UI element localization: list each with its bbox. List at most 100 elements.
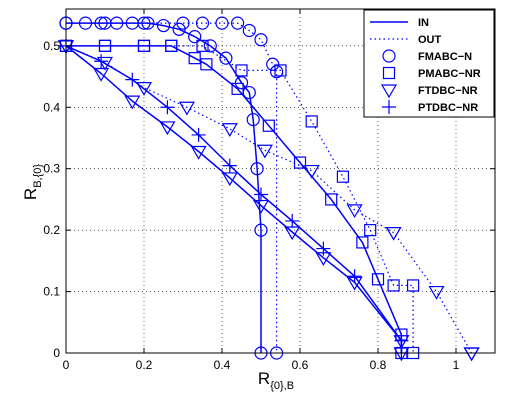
data-point-pmabc-nr-out bbox=[196, 39, 209, 52]
data-point-pmabc-nr-in bbox=[231, 82, 244, 95]
x-axis-label-subscript: {0},B bbox=[270, 380, 294, 392]
data-point-pmabc-nr-out bbox=[137, 39, 151, 52]
x-tick-label: 0 bbox=[63, 358, 70, 372]
data-point-pmabc-nr-out bbox=[364, 224, 377, 237]
legend-entry: IN bbox=[370, 17, 429, 29]
y-tick-label: 0 bbox=[53, 346, 60, 360]
data-point-fmabc-n-out bbox=[195, 16, 210, 30]
data-point-fmabc-n-in bbox=[188, 30, 202, 44]
y-axis-label-subscript: B,{0} bbox=[32, 164, 44, 188]
x-axis-label-main: R bbox=[258, 369, 270, 388]
y-tick-label: 0.4 bbox=[43, 100, 60, 114]
data-point-ftdbc-nr-in bbox=[221, 172, 238, 187]
data-point-ptdbc-nr-in bbox=[191, 127, 206, 142]
series-line-pmabc-nr-out bbox=[66, 45, 414, 353]
data-point-ftdbc-nr-out bbox=[428, 285, 445, 300]
data-point-fmabc-n-in bbox=[94, 16, 108, 30]
x-tick-labels: 0 0.2 0.4 0.6 0.8 1 bbox=[63, 358, 460, 372]
data-point-ptdbc-nr-in bbox=[254, 187, 268, 202]
data-point-fmabc-n-out bbox=[176, 16, 190, 30]
legend-marker bbox=[382, 49, 396, 63]
marker-layer bbox=[57, 16, 480, 362]
data-point-pmabc-nr-in bbox=[262, 119, 275, 132]
data-point-ftdbc-nr-out bbox=[135, 82, 153, 96]
data-point-fmabc-n-in bbox=[78, 16, 93, 30]
data-point-fmabc-n-out bbox=[98, 16, 112, 30]
data-point-ptdbc-nr-in bbox=[125, 72, 140, 87]
legend-label: IN bbox=[418, 17, 429, 29]
data-point-ftdbc-nr-out bbox=[346, 204, 363, 219]
data-point-fmabc-n-in bbox=[250, 162, 264, 176]
data-point-ftdbc-nr-out bbox=[303, 164, 320, 179]
data-point-fmabc-n-in bbox=[203, 39, 217, 53]
series-line-pmabc-nr-in bbox=[66, 45, 403, 353]
legend-marker bbox=[380, 84, 398, 99]
data-point-fmabc-n-out bbox=[215, 16, 229, 30]
data-point-pmabc-nr-in bbox=[188, 52, 201, 65]
legend-label: FTDBC−NR bbox=[418, 85, 478, 97]
data-point-pmabc-nr-in bbox=[200, 58, 213, 71]
y-tick-label: 0.2 bbox=[43, 223, 60, 237]
legend-entry: FTDBC−NR bbox=[380, 84, 478, 99]
data-point-ftdbc-nr-out bbox=[463, 347, 480, 362]
data-point-pmabc-nr-out bbox=[235, 64, 248, 77]
data-point-pmabc-nr-in bbox=[356, 236, 369, 249]
data-point-pmabc-nr-out bbox=[274, 64, 287, 77]
legend-label: PMABC−NR bbox=[418, 68, 481, 80]
data-point-pmabc-nr-out bbox=[407, 279, 420, 292]
legend-entry: PMABC−NR bbox=[382, 66, 481, 80]
data-point-fmabc-n-in bbox=[234, 76, 249, 90]
data-point-ptdbc-nr-in bbox=[394, 333, 409, 348]
legend-entry: PTDBC−NR bbox=[382, 100, 478, 114]
ticks bbox=[65, 9, 495, 354]
legend-box bbox=[363, 9, 495, 118]
data-point-ftdbc-nr-in bbox=[124, 95, 141, 110]
y-tick-labels: 0 0.1 0.2 0.3 0.4 0.5 bbox=[43, 39, 60, 360]
y-axis-label: RB,{0} bbox=[21, 164, 44, 200]
legend-label: FMABC−N bbox=[418, 51, 472, 63]
data-point-fmabc-n-out bbox=[242, 23, 256, 38]
data-point-ptdbc-nr-in bbox=[285, 213, 300, 228]
data-point-pmabc-nr-in bbox=[293, 156, 307, 169]
axes-frame bbox=[65, 8, 496, 354]
x-tick-label: 0.2 bbox=[136, 358, 153, 372]
y-tick-label: 0.3 bbox=[43, 162, 60, 176]
data-point-pmabc-nr-out bbox=[305, 115, 318, 128]
data-point-pmabc-nr-out bbox=[165, 39, 178, 52]
data-point-ftdbc-nr-out bbox=[256, 144, 273, 159]
legend-label: OUT bbox=[418, 34, 442, 46]
x-tick-label: 1 bbox=[453, 358, 460, 372]
data-point-fmabc-n-in bbox=[141, 16, 155, 30]
x-tick-label: 0.4 bbox=[214, 358, 231, 372]
data-point-pmabc-nr-out bbox=[336, 170, 349, 183]
legend: IN OUT FMABC−N PMABC−NR FTDBC−NR PTDBC−NR bbox=[363, 9, 495, 118]
data-point-ptdbc-nr-in bbox=[222, 158, 237, 173]
data-point-ftdbc-nr-out bbox=[221, 123, 238, 137]
legend-entries: IN OUT FMABC−N PMABC−NR FTDBC−NR PTDBC−NR bbox=[370, 17, 481, 114]
data-point-fmabc-n-in bbox=[254, 223, 268, 237]
data-point-fmabc-n-in bbox=[156, 18, 171, 33]
data-point-fmabc-n-out bbox=[266, 57, 280, 71]
series-line-ptdbc-nr-in bbox=[65, 45, 403, 353]
y-tick-label: 0.5 bbox=[43, 39, 60, 53]
data-point-ptdbc-nr-in bbox=[316, 241, 331, 256]
legend-label: PTDBC−NR bbox=[418, 102, 478, 114]
data-point-ptdbc-nr-in bbox=[347, 269, 362, 284]
legend-entry: OUT bbox=[370, 34, 442, 46]
x-axis-label: R{0},B bbox=[258, 369, 294, 392]
data-point-fmabc-n-out bbox=[254, 33, 268, 47]
data-point-pmabc-nr-in bbox=[325, 193, 338, 206]
data-point-pmabc-nr-out bbox=[387, 279, 400, 292]
data-point-pmabc-nr-out bbox=[98, 39, 112, 52]
data-point-pmabc-nr-in bbox=[371, 273, 385, 286]
legend-marker bbox=[382, 66, 396, 80]
x-tick-label: 0.6 bbox=[292, 358, 309, 372]
data-point-ftdbc-nr-in bbox=[159, 121, 176, 136]
y-tick-label: 0.1 bbox=[43, 285, 60, 299]
data-point-fmabc-n-out bbox=[231, 16, 245, 30]
data-point-fmabc-n-in bbox=[219, 51, 233, 65]
data-point-ftdbc-nr-out bbox=[385, 227, 402, 241]
x-tick-label: 0.8 bbox=[370, 358, 387, 372]
legend-entry: FMABC−N bbox=[382, 49, 472, 63]
